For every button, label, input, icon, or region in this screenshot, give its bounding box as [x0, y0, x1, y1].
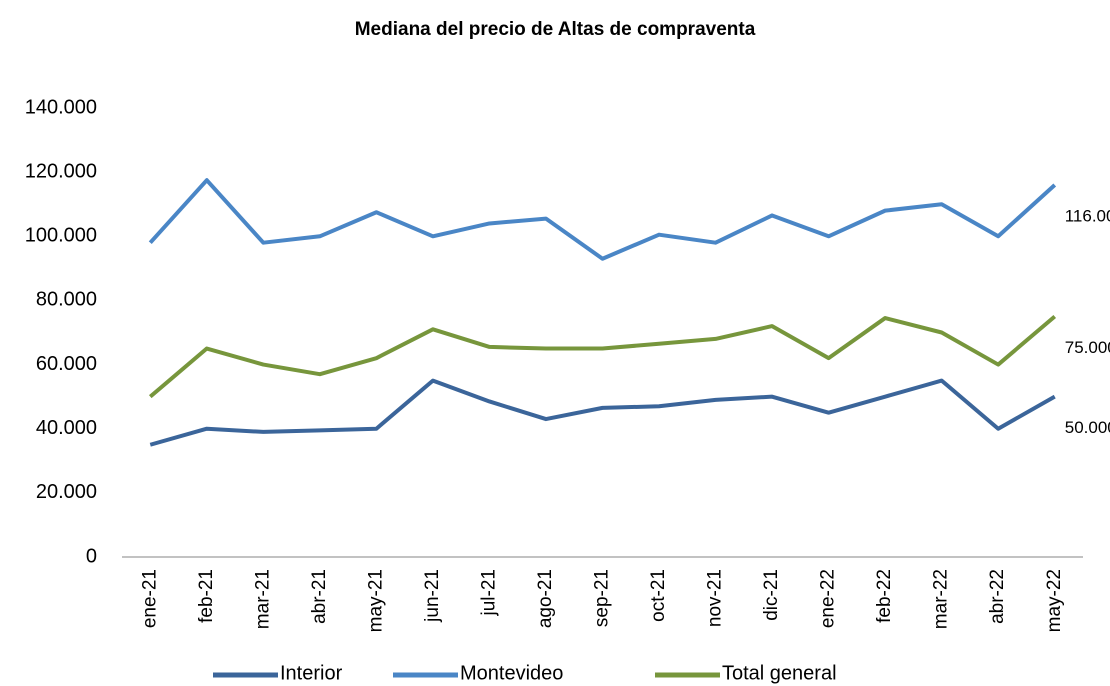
legend-label: Montevideo — [460, 662, 563, 684]
legend-label: Interior — [280, 662, 343, 684]
legend-label: Total general — [722, 662, 837, 684]
x-tick-label: feb-22 — [874, 569, 895, 623]
series-line — [149, 378, 1056, 447]
y-tick-label: 40.000 — [36, 417, 97, 439]
chart-title: Mediana del precio de Altas de compraven… — [355, 19, 756, 40]
y-tick-label: 0 — [86, 545, 97, 567]
x-tick-label: feb-21 — [196, 569, 217, 623]
y-tick-label: 100.000 — [25, 225, 97, 247]
y-tick-label: 20.000 — [36, 481, 97, 503]
y-tick-label: 60.000 — [36, 353, 97, 375]
x-tick-label: ene-21 — [139, 569, 160, 628]
x-tick-label: nov-21 — [705, 569, 726, 627]
series-line — [148, 178, 1057, 261]
x-tick-label: mar-21 — [252, 569, 273, 629]
x-tick-label: ene-22 — [818, 569, 839, 628]
y-tick-label: 140.000 — [25, 96, 97, 118]
x-tick-label: ago-21 — [535, 569, 556, 628]
y-tick-label: 80.000 — [36, 289, 97, 311]
x-tick-label: oct-21 — [648, 569, 669, 622]
data-label: 50.000 — [1065, 418, 1110, 437]
x-tick-label: dic-21 — [761, 569, 782, 621]
data-label: 75.000 — [1065, 338, 1110, 357]
x-tick-label: mar-22 — [931, 569, 952, 629]
x-tick-label: jul-21 — [478, 569, 499, 616]
x-tick-label: jun-21 — [422, 569, 443, 623]
y-tick-label: 120.000 — [25, 160, 97, 182]
data-label: 116.000 — [1065, 206, 1110, 225]
x-tick-label: may-22 — [1044, 569, 1065, 632]
x-tick-label: may-21 — [365, 569, 386, 632]
x-tick-label: abr-22 — [987, 569, 1008, 624]
x-tick-label: sep-21 — [592, 569, 613, 627]
series-line — [148, 314, 1057, 399]
x-tick-label: abr-21 — [309, 569, 330, 624]
